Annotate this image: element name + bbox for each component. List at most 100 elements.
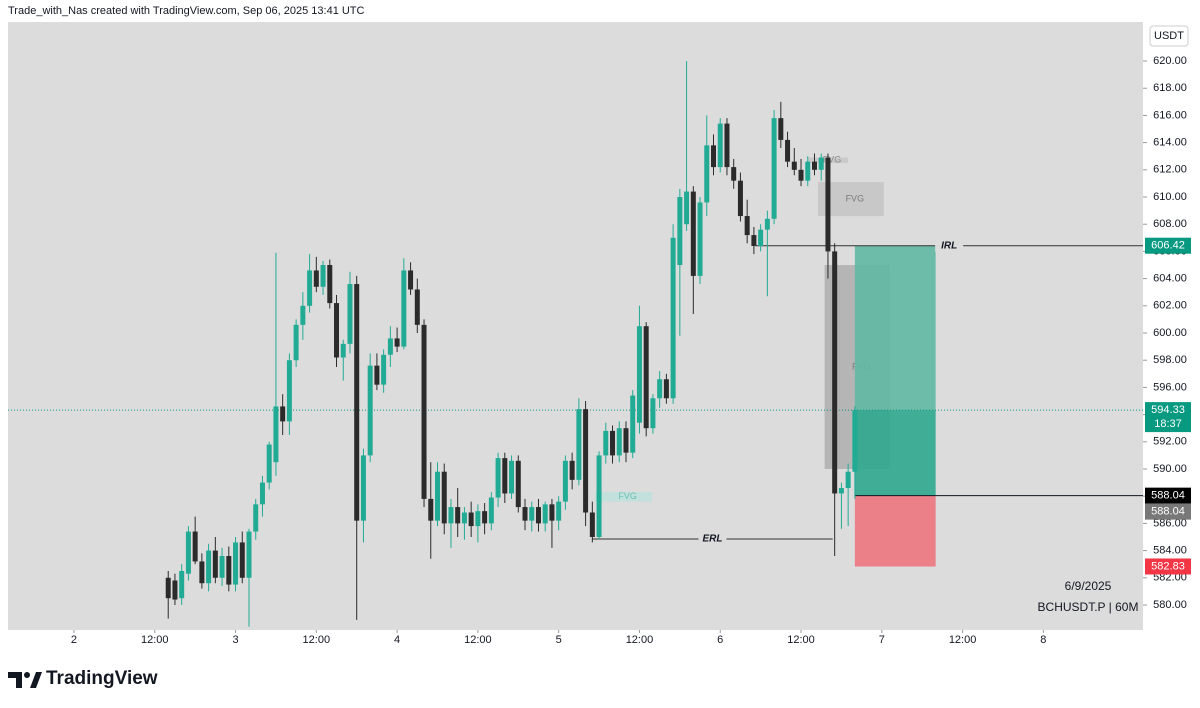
candle-body (711, 145, 717, 168)
candle-body (475, 511, 481, 527)
candle-body (179, 570, 185, 599)
level-label-bg (698, 533, 727, 546)
stop-zone (854, 495, 936, 567)
candle-body (684, 191, 690, 225)
candle-body (825, 157, 831, 252)
candle-body (468, 512, 474, 527)
candle-body (367, 365, 373, 456)
x-tick-label: 12:00 (787, 634, 815, 646)
candle-body (206, 550, 212, 584)
candle-body (805, 161, 811, 181)
candle-body (852, 410, 858, 472)
candle-body (509, 460, 515, 494)
level-label: ERL (702, 534, 722, 545)
price-label-box (1145, 503, 1191, 520)
candle-body (226, 556, 232, 585)
candle-body (751, 235, 757, 246)
candle-body (448, 507, 454, 524)
candle-body (785, 139, 791, 162)
candle-body (394, 338, 400, 347)
price-label-box (1145, 487, 1191, 504)
candle-body (744, 216, 750, 236)
candle-body (623, 428, 629, 453)
x-tick-label: 12:00 (303, 634, 331, 646)
currency: USDT (1154, 30, 1184, 42)
x-tick-label: 3 (232, 634, 238, 646)
x-tick-label: 6 (717, 634, 723, 646)
candle-body (663, 379, 669, 399)
candle-body (434, 471, 440, 521)
candle-body (219, 556, 225, 578)
candle-body (408, 270, 414, 290)
candle-body (758, 229, 764, 246)
y-tick-label: 604.00 (1153, 273, 1187, 285)
candle-body (441, 471, 447, 524)
candle-body (313, 270, 319, 287)
candle-body (556, 501, 562, 521)
candle-body (280, 406, 286, 422)
x-tick-label: 7 (879, 634, 885, 646)
x-tick-label: 12:00 (464, 634, 492, 646)
candle-body (569, 460, 575, 480)
x-tick-label: 8 (1040, 634, 1046, 646)
candle-body (630, 395, 636, 453)
plot: FVGFVGFVGFVGIRLERL (8, 61, 1143, 627)
candle-body (461, 512, 467, 524)
candle-body (697, 202, 703, 276)
y-tick-label: 612.00 (1153, 164, 1187, 176)
candle-body (273, 406, 279, 463)
candle-body (199, 561, 205, 584)
candle-body (495, 458, 501, 498)
candle-body (401, 270, 407, 347)
level-label-bg (935, 239, 964, 252)
price-label-box (1145, 558, 1191, 575)
candle-body (832, 251, 838, 494)
target-zone (854, 245, 936, 411)
candle-body (677, 197, 683, 266)
candle-body (764, 218, 770, 230)
candle-body (636, 326, 642, 423)
candle-body (259, 482, 265, 505)
level-label: IRL (941, 240, 957, 251)
candle-body (266, 444, 272, 483)
candle-body (515, 460, 521, 508)
candle-body (327, 265, 333, 304)
candle-body (212, 550, 218, 578)
y-tick-label: 608.00 (1153, 218, 1187, 230)
candle-body (414, 289, 420, 325)
candle-body (482, 511, 488, 524)
fvg-label: FVG (618, 491, 637, 501)
candle-body (387, 338, 393, 355)
y-tick-label: 610.00 (1153, 191, 1187, 203)
candle-body (643, 326, 649, 429)
y-tick-label: 616.00 (1153, 109, 1187, 121)
y-tick-label: 618.00 (1153, 82, 1187, 94)
date-label: 6/9/2025 (1065, 579, 1112, 593)
x-tick-label: 12:00 (949, 634, 977, 646)
candle-body (650, 398, 656, 429)
candle-body (845, 471, 851, 489)
candle-body (529, 507, 535, 521)
candle-body (771, 118, 777, 219)
candle-body (737, 180, 743, 217)
candle-body (657, 379, 663, 399)
y-tick-label: 598.00 (1153, 354, 1187, 366)
plot-area (8, 22, 1143, 630)
candle-body (421, 324, 427, 499)
price-label: 582.83 (1151, 560, 1185, 572)
price-label: 606.42 (1151, 240, 1185, 252)
candle-body (293, 324, 299, 361)
x-tick-label: 2 (71, 634, 77, 646)
candle-body (535, 507, 541, 524)
candle-body (340, 343, 346, 358)
candle-body (192, 531, 198, 562)
candle-body (717, 123, 723, 168)
y-tick-label: 580.00 (1153, 599, 1187, 611)
fvg-label: FVG (823, 155, 842, 165)
symbol-label: BCHUSDT.P | 60M (1038, 600, 1139, 614)
candle-body (286, 360, 292, 422)
price-label: 588.04 (1151, 490, 1185, 502)
candle-body (838, 488, 844, 494)
y-tick-label: 614.00 (1153, 137, 1187, 149)
logo-icon (8, 672, 42, 688)
